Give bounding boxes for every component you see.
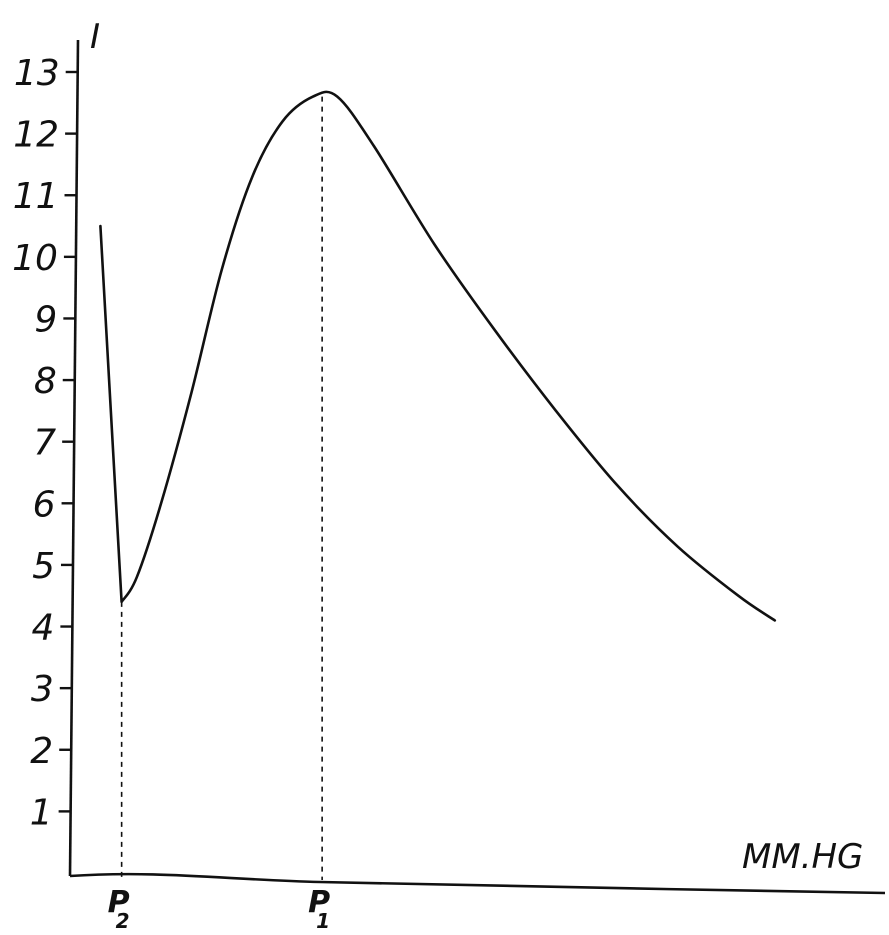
marker-label-2: P: [308, 885, 330, 920]
x-axis: MM.HG: [69, 837, 886, 895]
y-tick-label: 3: [31, 669, 54, 710]
y-tick-label: 7: [33, 423, 56, 464]
y-tick-label: 11: [13, 176, 59, 217]
series-line: [99, 90, 777, 622]
x-axis-label: MM.HG: [742, 837, 863, 877]
marker-subscript-1: 2: [116, 909, 130, 933]
y-tick-label: 4: [31, 608, 54, 649]
y-tick-label: 9: [34, 299, 57, 340]
marker-subscript-2: 1: [316, 909, 330, 933]
y-tick-label: 12: [13, 115, 59, 156]
y-tick-label: 5: [32, 546, 55, 587]
y-tick-label: 8: [34, 361, 57, 402]
marker-label-1: P: [108, 885, 130, 920]
x-axis-line: [69, 872, 886, 895]
y-axis-line: [68, 39, 80, 877]
y-tick-label: 13: [14, 53, 60, 94]
y-tick-label: 10: [12, 238, 58, 279]
y-tick-label: 2: [30, 731, 53, 772]
y-tick-label: 6: [33, 484, 56, 525]
y-axis-label: I: [90, 17, 100, 57]
y-tick-label: 1: [30, 792, 53, 833]
